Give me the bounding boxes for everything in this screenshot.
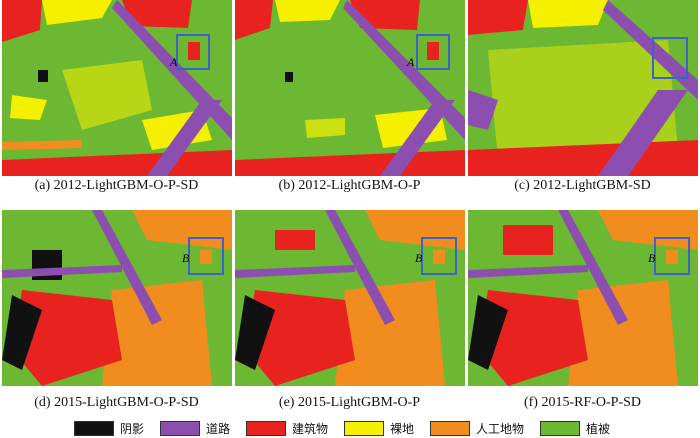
caption-a: (a) 2012-LightGBM-O-P-SD [34,178,199,193]
legend: 阴影 道路 建筑物 裸地 人工地物 植被 [0,418,700,438]
legend-label-bare: 裸地 [390,421,415,436]
classification-map-d: B [2,210,232,386]
classification-map-e: B [235,210,465,386]
caption-c: (c) 2012-LightGBM-SD [514,178,651,193]
marker-a-label: A [169,55,178,69]
legend-swatch-bare [344,420,384,436]
legend-label-vegetation: 植被 [586,421,611,436]
caption-e: (e) 2015-LightGBM-O-P [278,395,421,410]
classification-map-a: A [2,0,232,176]
legend-label-road: 道路 [205,421,230,436]
caption-d: (d) 2015-LightGBM-O-P-SD [34,395,199,410]
marker-e-label: B [415,251,423,265]
map-panel-c [468,0,698,176]
map-panel-b: A [235,0,465,176]
legend-item-bare: 裸地 [344,420,414,437]
marker-b-label: A [406,55,415,69]
classification-map-b: A [235,0,465,176]
classification-map-f: B [468,210,698,386]
legend-swatch-shadow [73,420,114,436]
map-panel-a: A [2,0,232,176]
map-panel-e: B [235,210,465,386]
legend-swatch-road [159,420,200,436]
legend-item-artificial: 人工地物 [430,420,524,437]
map-panel-d: B [2,210,232,386]
caption-f: (f) 2015-RF-O-P-SD [523,395,642,410]
legend-swatch-building [245,420,286,436]
legend-item-shadow: 阴影 [73,420,144,437]
legend-item-vegetation: 植被 [540,420,610,437]
legend-label-building: 建筑物 [291,421,328,436]
marker-f-label: B [648,251,656,265]
legend-item-building: 建筑物 [245,420,328,437]
legend-swatch-vegetation [540,420,581,436]
legend-item-road: 道路 [159,420,230,437]
legend-swatch-artificial [430,420,471,436]
map-panel-f: B [468,210,698,386]
marker-d-label: B [182,251,190,265]
classification-map-c [468,0,698,176]
legend-label-shadow: 阴影 [119,421,144,436]
caption-b: (b) 2012-LightGBM-O-P [278,178,421,193]
legend-label-artificial: 人工地物 [476,421,525,436]
